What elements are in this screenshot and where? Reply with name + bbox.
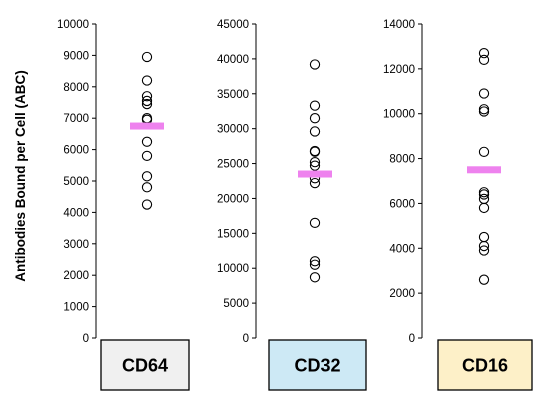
data-point-cd64 — [141, 199, 153, 210]
data-point-cd32 — [309, 177, 321, 189]
data-point-cd16 — [478, 48, 490, 59]
y-tick-label-cd16: 10000 — [383, 109, 415, 121]
y-tick-label-cd64: 1000 — [63, 302, 89, 314]
data-point-cd64 — [141, 91, 153, 102]
category-box-cd32 — [268, 339, 367, 391]
data-point-cd16 — [478, 240, 490, 252]
data-point-cd32 — [309, 100, 321, 111]
data-point-cd32 — [309, 126, 321, 137]
y-tick-label-cd16: 0 — [409, 333, 415, 345]
data-point-cd16 — [478, 54, 490, 66]
category-label-cd16: CD16 — [462, 356, 508, 376]
data-point-cd32 — [309, 272, 321, 283]
category-box-cd64 — [100, 339, 190, 391]
y-tick-label-cd64: 4000 — [63, 207, 89, 219]
data-point-cd64 — [141, 75, 153, 86]
data-point-cd32 — [309, 146, 321, 157]
y-tick-label-cd64: 0 — [83, 333, 89, 345]
y-tick-label-cd32: 5000 — [223, 298, 249, 310]
data-point-cd64 — [141, 150, 153, 162]
data-point-cd16 — [478, 104, 490, 115]
data-point-cd32 — [309, 259, 321, 270]
y-tick-label-cd16: 12000 — [383, 64, 415, 76]
data-point-cd32 — [309, 113, 321, 124]
data-point-cd32 — [309, 217, 321, 229]
y-tick-label-cd64: 9000 — [63, 50, 89, 62]
y-tick-label-cd32: 15000 — [217, 228, 249, 240]
data-point-cd64 — [141, 182, 153, 193]
category-box-cd16 — [437, 339, 533, 391]
data-point-cd32 — [309, 59, 321, 70]
data-point-cd16 — [478, 146, 490, 157]
median-bar-cd16 — [467, 166, 501, 174]
y-tick-label-cd16: 14000 — [383, 19, 415, 31]
y-tick-label-cd32: 25000 — [217, 159, 249, 171]
y-tick-label-cd32: 35000 — [217, 89, 249, 101]
median-bar-cd32 — [298, 170, 332, 178]
y-tick-label-cd64: 2000 — [63, 270, 89, 282]
panel-cd16: 0 2000 4000 6000 8000 10000 12000 14000 CD16 — [383, 19, 533, 391]
category-label-cd32: CD32 — [294, 356, 340, 376]
y-tick-label-cd32: 45000 — [217, 19, 249, 31]
y-tick-label-cd64: 7000 — [63, 113, 89, 125]
data-point-cd16 — [478, 274, 490, 285]
data-point-cd64 — [141, 136, 153, 147]
y-tick-label-cd32: 10000 — [217, 263, 249, 275]
y-tick-label-cd32: 30000 — [217, 124, 249, 136]
y-tick-label-cd16: 4000 — [389, 243, 415, 255]
data-point-cd64 — [141, 98, 153, 110]
data-point-cd32 — [309, 256, 321, 267]
data-point-cd16 — [478, 245, 490, 256]
y-tick-label-cd32: 0 — [243, 333, 249, 345]
y-tick-label-cd16: 2000 — [389, 288, 415, 300]
y-tick-label-cd64: 10000 — [57, 19, 89, 31]
y-tick-label-cd64: 6000 — [63, 145, 89, 157]
median-bar-cd64 — [130, 122, 164, 130]
panel-cd32: 0 5000 10000 15000 20000 25000 30000 35000 40000… — [217, 19, 367, 391]
data-point-cd64 — [141, 95, 153, 107]
data-point-cd16 — [478, 106, 490, 117]
y-tick-label-cd64: 5000 — [63, 176, 89, 188]
data-point-cd16 — [478, 88, 490, 99]
data-point-cd32 — [309, 160, 321, 171]
data-point-cd32 — [309, 157, 321, 168]
data-point-cd64 — [141, 51, 153, 63]
y-tick-label-cd32: 20000 — [217, 193, 249, 205]
data-point-cd16 — [478, 189, 490, 200]
data-point-cd16 — [478, 202, 490, 214]
y-tick-label-cd32: 40000 — [217, 54, 249, 66]
y-tick-label-cd16: 6000 — [389, 198, 415, 210]
y-tick-label-cd16: 8000 — [389, 154, 415, 166]
y-tick-label-cd64: 8000 — [63, 82, 89, 94]
category-label-cd64: CD64 — [122, 356, 168, 376]
data-point-cd16 — [478, 231, 490, 243]
y-tick-label-cd64: 3000 — [63, 239, 89, 251]
y-axis-label: Antibodies Bound per Cell (ABC) — [13, 70, 28, 282]
panel-cd64: 0 1000 2000 3000 4000 5000 6000 7000 8000 9000 100… — [57, 19, 190, 391]
data-point-cd64 — [141, 171, 153, 182]
